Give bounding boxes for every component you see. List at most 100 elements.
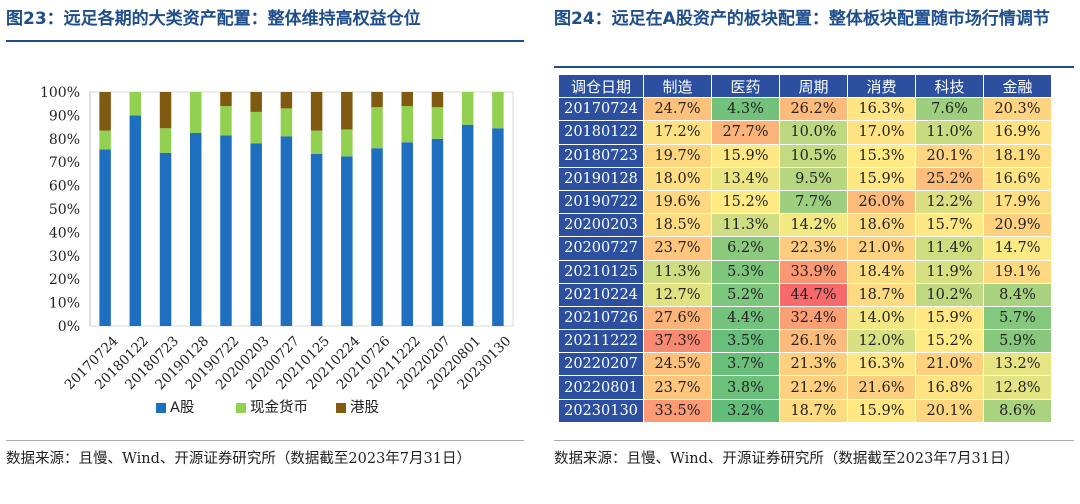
heatmap-date-cell: 20180122 bbox=[558, 120, 644, 145]
heatmap-value-cell: 10.5% bbox=[779, 143, 848, 168]
bar-segment-hk-share bbox=[220, 92, 232, 107]
heatmap-value-cell: 16.9% bbox=[983, 120, 1052, 145]
y-tick-label: 70% bbox=[49, 155, 80, 171]
heatmap-date-cell: 20210125 bbox=[558, 259, 644, 284]
bar-segment-hk-share bbox=[159, 92, 172, 129]
heatmap-value-cell: 26.0% bbox=[847, 189, 916, 215]
bar-segment-a-share bbox=[310, 154, 323, 326]
bar-segment-a-share bbox=[371, 148, 383, 326]
bar-segment-a-share bbox=[401, 142, 413, 326]
heatmap-column-header: 医药 bbox=[711, 73, 780, 99]
heatmap-value-cell: 27.7% bbox=[711, 120, 780, 145]
right-title-rule bbox=[554, 66, 1074, 68]
heatmap-value-cell: 12.8% bbox=[983, 375, 1052, 400]
left-source-note: 数据来源：且慢、Wind、开源证券研究所（数据截至2023年7月31日） bbox=[6, 451, 471, 467]
y-tick-label: 50% bbox=[49, 202, 80, 218]
heatmap-value-cell: 5.7% bbox=[983, 305, 1052, 331]
y-tick-label: 90% bbox=[49, 108, 80, 124]
heatmap-value-cell: 4.3% bbox=[711, 97, 780, 122]
heatmap-value-cell: 37.3% bbox=[643, 329, 712, 354]
y-tick-label: 20% bbox=[49, 272, 80, 288]
heatmap-value-cell: 27.6% bbox=[643, 305, 712, 331]
bar-segment-cash bbox=[250, 111, 262, 144]
heatmap-value-cell: 20.9% bbox=[983, 213, 1052, 238]
heatmap-value-cell: 15.7% bbox=[915, 213, 984, 238]
heatmap-value-cell: 26.2% bbox=[779, 97, 848, 122]
heatmap-value-cell: 10.0% bbox=[779, 120, 848, 145]
heatmap-value-cell: 4.4% bbox=[711, 305, 780, 331]
bar-segment-a-share bbox=[431, 138, 444, 326]
bar-segment-hk-share bbox=[99, 92, 111, 131]
heatmap-date-cell: 20220207 bbox=[558, 352, 644, 377]
heatmap-value-cell: 18.6% bbox=[847, 213, 916, 238]
bar-segment-a-share bbox=[220, 135, 232, 326]
heatmap-row: 20180122 17.2% 27.7% 10.0% 17.0% 11.0% 16.9% bbox=[558, 120, 1052, 145]
heatmap-value-cell: 23.7% bbox=[643, 236, 712, 261]
bar-segment-hk-share bbox=[371, 92, 383, 108]
heatmap-row: 20190128 18.0% 13.4% 9.5% 15.9% 25.2% 16.6% bbox=[558, 166, 1052, 191]
heatmap-value-cell: 9.5% bbox=[779, 166, 848, 191]
heatmap-value-cell: 3.7% bbox=[711, 352, 780, 377]
heatmap-value-cell: 11.3% bbox=[711, 213, 780, 238]
heatmap-value-cell: 12.2% bbox=[915, 189, 984, 215]
bar-segment-cash bbox=[401, 106, 413, 143]
heatmap-value-cell: 19.7% bbox=[643, 143, 712, 168]
heatmap-row: 20200203 18.5% 11.3% 14.2% 18.6% 15.7% 20.9% bbox=[558, 213, 1052, 238]
bar-segment-hk-share bbox=[431, 92, 444, 108]
right-source-note: 数据来源：且慢、Wind、开源证券研究所（数据截至2023年7月31日） bbox=[554, 451, 1019, 467]
bar-segment-cash bbox=[159, 128, 172, 153]
heatmap-value-cell: 22.3% bbox=[779, 236, 848, 261]
right-source-rule bbox=[554, 440, 1074, 441]
heatmap-value-cell: 7.7% bbox=[779, 189, 848, 215]
heatmap-value-cell: 16.3% bbox=[847, 97, 916, 122]
asset-allocation-bar-chart: 0%10%20%30%40%50%60%70%80%90%100%2017072… bbox=[40, 85, 514, 416]
bar-segment-cash bbox=[280, 108, 293, 137]
heatmap-value-cell: 21.6% bbox=[847, 375, 916, 400]
bar-segment-a-share bbox=[461, 124, 474, 326]
y-tick-label: 80% bbox=[49, 132, 80, 148]
heatmap-value-cell: 13.2% bbox=[983, 352, 1052, 377]
heatmap-corner-header: 调仓日期 bbox=[558, 73, 644, 99]
bar-segment-a-share bbox=[250, 143, 262, 326]
bar-segment-cash bbox=[99, 130, 111, 150]
heatmap-value-cell: 11.0% bbox=[915, 120, 984, 145]
heatmap-date-cell: 20190722 bbox=[558, 189, 644, 215]
left-title-rule bbox=[6, 40, 524, 42]
bar-segment-cash bbox=[190, 92, 202, 133]
y-tick-label: 60% bbox=[49, 179, 80, 195]
legend-item-a-share-swatch bbox=[156, 403, 166, 413]
heatmap-row: 20210125 11.3% 5.3% 33.9% 18.4% 11.9% 19.1% bbox=[558, 259, 1052, 284]
heatmap-value-cell: 20.1% bbox=[915, 398, 984, 423]
heatmap-value-cell: 26.1% bbox=[779, 329, 848, 354]
heatmap-value-cell: 16.3% bbox=[847, 352, 916, 377]
heatmap-value-cell: 19.1% bbox=[983, 259, 1052, 284]
heatmap-date-cell: 20211222 bbox=[558, 329, 644, 354]
heatmap-value-cell: 21.3% bbox=[779, 352, 848, 377]
heatmap-value-cell: 15.3% bbox=[847, 143, 916, 168]
bar-segment-a-share bbox=[99, 149, 111, 326]
bar-segment-cash bbox=[310, 130, 323, 155]
heatmap-date-cell: 20180723 bbox=[558, 143, 644, 168]
heatmap-column-header: 周期 bbox=[779, 73, 848, 99]
heatmap-value-cell: 24.7% bbox=[643, 97, 712, 122]
bar-segment-a-share bbox=[341, 156, 353, 326]
legend-item-hk-share-swatch bbox=[336, 403, 346, 413]
heatmap-value-cell: 18.7% bbox=[847, 282, 916, 307]
bar-segment-hk-share bbox=[401, 92, 413, 107]
y-tick-label: 30% bbox=[49, 249, 80, 265]
sector-allocation-heatmap: 调仓日期 制造 医药 周期 消费 科技 金融 20170724 24.7% 4.3% 26.2% 1… bbox=[558, 73, 1052, 423]
bar-segment-a-share bbox=[129, 115, 142, 327]
heatmap-value-cell: 23.7% bbox=[643, 375, 712, 400]
heatmap-value-cell: 18.4% bbox=[847, 259, 916, 284]
heatmap-row: 20230130 33.5% 3.2% 18.7% 15.9% 20.1% 8.6% bbox=[558, 398, 1052, 423]
heatmap-value-cell: 25.2% bbox=[915, 166, 984, 191]
legend-item-hk-share-label: 港股 bbox=[350, 399, 379, 416]
heatmap-row: 20211222 37.3% 3.5% 26.1% 12.0% 15.2% 5.9% bbox=[558, 329, 1052, 354]
heatmap-date-cell: 20230130 bbox=[558, 398, 644, 423]
heatmap-date-cell: 20200203 bbox=[558, 213, 644, 238]
heatmap-date-cell: 20220801 bbox=[558, 375, 644, 400]
heatmap-value-cell: 16.8% bbox=[915, 375, 984, 400]
heatmap-row: 20190722 19.6% 15.2% 7.7% 26.0% 12.2% 17.9% bbox=[558, 189, 1052, 215]
heatmap-value-cell: 7.6% bbox=[915, 97, 984, 122]
legend-item-a-share-label: A股 bbox=[170, 400, 194, 416]
